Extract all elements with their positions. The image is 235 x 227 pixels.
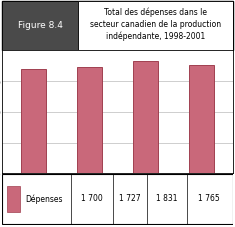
Bar xyxy=(133,62,158,174)
Text: 1 727: 1 727 xyxy=(119,194,141,203)
Text: Total des dépenses dans le
secteur canadien de la production
indépendante, 1998-: Total des dépenses dans le secteur canad… xyxy=(90,8,221,41)
Text: 1 765: 1 765 xyxy=(198,194,219,203)
Bar xyxy=(7,186,20,212)
Bar xyxy=(78,2,233,51)
Text: 1 700: 1 700 xyxy=(81,194,103,203)
Text: Dépenses: Dépenses xyxy=(25,193,63,203)
Bar xyxy=(189,66,214,174)
Text: Figure 8.4: Figure 8.4 xyxy=(18,21,63,30)
Bar xyxy=(77,68,102,174)
Text: 1 831: 1 831 xyxy=(156,194,178,203)
Bar xyxy=(2,2,78,51)
Bar xyxy=(21,69,46,174)
